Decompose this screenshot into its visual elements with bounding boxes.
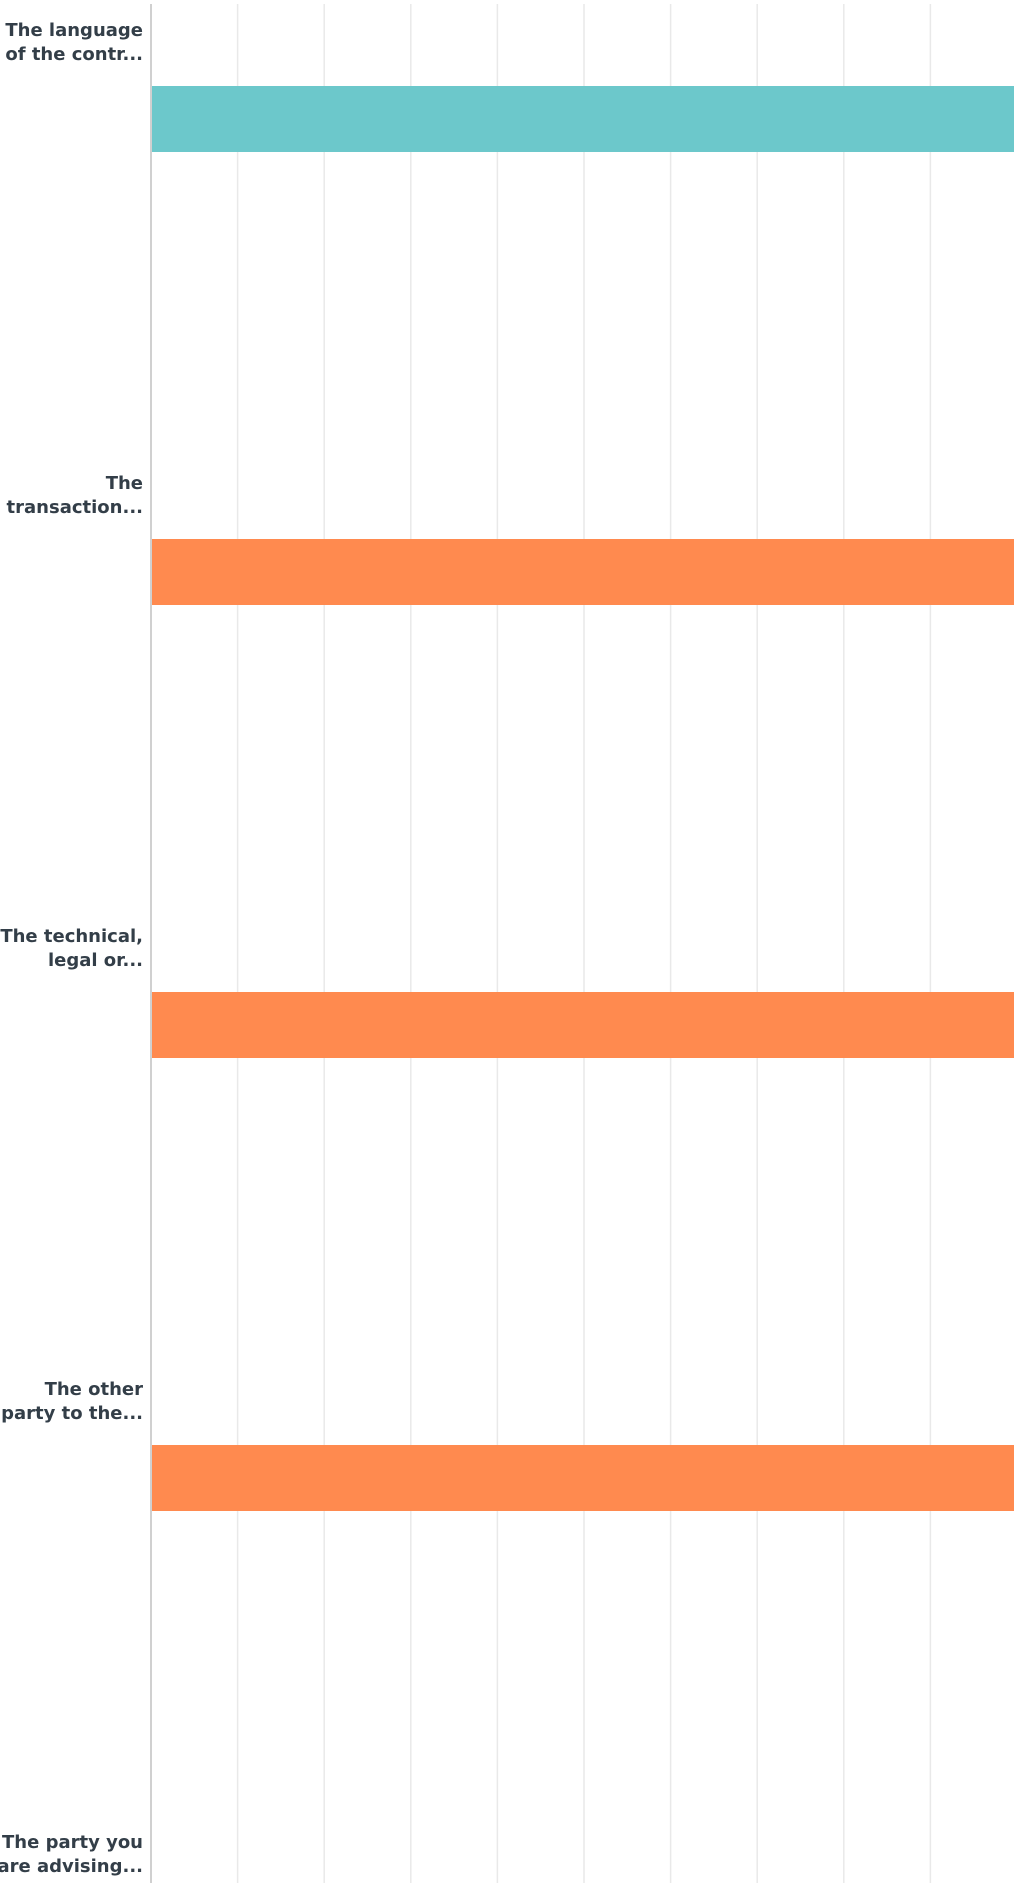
category-label-5: The party you are advising... — [0, 1832, 143, 1877]
gridlines — [236, 4, 932, 1883]
bar-2 — [152, 539, 1014, 605]
category-label-4: The other party to the... — [1, 1379, 143, 1424]
bars — [152, 86, 1014, 1511]
bar-1 — [152, 86, 1014, 152]
category-label-1: The language of the contr... — [5, 20, 143, 65]
category-label-3: The technical, legal or... — [0, 926, 143, 971]
category-labels: The language of the contr... The transactio… — [0, 20, 143, 1877]
category-label-2: The transaction... — [7, 473, 143, 518]
bar-4 — [152, 1445, 1014, 1511]
bar-3 — [152, 992, 1014, 1058]
